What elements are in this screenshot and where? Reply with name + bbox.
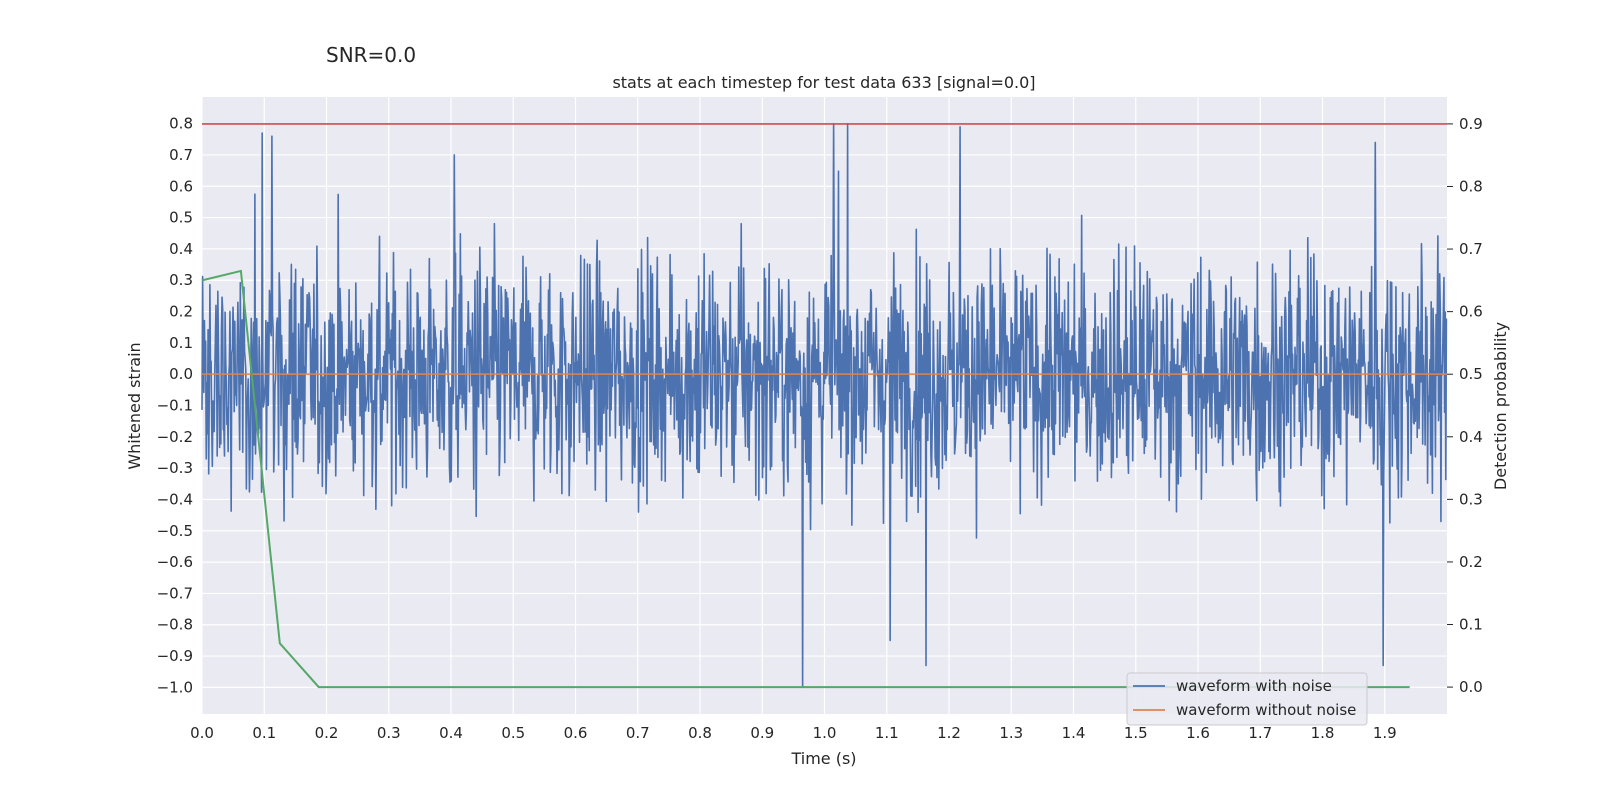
x-tick-label: 0.9 <box>750 724 774 742</box>
x-tick-label: 0.6 <box>564 724 588 742</box>
y-right-tick-label: 0.6 <box>1459 303 1483 321</box>
y-right-tick-label: 0.0 <box>1459 678 1483 696</box>
y-right-axis-ticks: 0.9 0.8 0.7 0.6 0.5 0.4 0.3 0.2 0.1 0.0 <box>1447 115 1483 696</box>
y-left-axis-ticks: 0.8 0.7 0.6 0.5 0.4 0.3 0.2 0.1 0.0 −0.1 −0.2 −0.3 −… <box>157 115 193 697</box>
x-tick-label: 1.0 <box>813 724 837 742</box>
legend-label-clean: waveform without noise <box>1176 701 1356 719</box>
y-left-tick-label: 0.7 <box>169 146 193 164</box>
legend: waveform with noise waveform without noi… <box>1127 673 1367 725</box>
y-right-tick-label: 0.9 <box>1459 115 1483 133</box>
y-left-tick-label: −1.0 <box>157 678 193 696</box>
x-tick-label: 0.8 <box>688 724 712 742</box>
y-left-tick-label: −0.8 <box>157 616 193 634</box>
y-left-tick-label: 0.0 <box>169 365 193 383</box>
figure: SNR=0.0 stats at each timestep for test … <box>0 0 1600 800</box>
y-left-tick-label: −0.5 <box>157 522 193 540</box>
y-left-tick-label: −0.6 <box>157 553 193 571</box>
x-tick-label: 0.4 <box>439 724 463 742</box>
x-tick-label: 1.8 <box>1311 724 1335 742</box>
legend-label-noise: waveform with noise <box>1176 677 1332 695</box>
y-right-tick-label: 0.2 <box>1459 553 1483 571</box>
y-left-tick-label: −0.7 <box>157 584 193 602</box>
y-left-tick-label: −0.2 <box>157 428 193 446</box>
y-right-tick-label: 0.5 <box>1459 365 1483 383</box>
y-left-tick-label: −0.9 <box>157 647 193 665</box>
y-left-tick-label: 0.1 <box>169 334 193 352</box>
x-tick-label: 0.2 <box>315 724 339 742</box>
x-tick-label: 0.3 <box>377 724 401 742</box>
y-left-tick-label: 0.2 <box>169 303 193 321</box>
figure-suptitle: SNR=0.0 <box>326 43 416 67</box>
y-left-tick-label: 0.4 <box>169 240 193 258</box>
x-tick-label: 1.4 <box>1062 724 1086 742</box>
y-left-tick-label: 0.8 <box>169 115 193 133</box>
y-left-tick-label: −0.4 <box>157 490 193 508</box>
y-right-axis-label: Detection probability <box>1491 322 1510 490</box>
y-left-tick-label: −0.3 <box>157 459 193 477</box>
x-tick-label: 0.1 <box>252 724 276 742</box>
y-right-tick-label: 0.8 <box>1459 177 1483 195</box>
y-left-axis-label: Whitened strain <box>125 342 144 469</box>
y-left-tick-label: −0.1 <box>157 397 193 415</box>
x-tick-label: 1.5 <box>1124 724 1148 742</box>
y-left-tick-label: 0.6 <box>169 177 193 195</box>
x-axis-ticks: 0.0 0.1 0.2 0.3 0.4 0.5 0.6 0.7 0.8 0.9 1.0 1.1 1.2 1… <box>190 724 1397 742</box>
y-right-tick-label: 0.4 <box>1459 428 1483 446</box>
chart-title: stats at each timestep for test data 633… <box>612 73 1035 92</box>
y-left-tick-label: 0.5 <box>169 209 193 227</box>
x-tick-label: 0.5 <box>501 724 525 742</box>
y-left-tick-label: 0.3 <box>169 271 193 289</box>
x-tick-label: 1.9 <box>1373 724 1397 742</box>
y-right-tick-label: 0.3 <box>1459 490 1483 508</box>
x-tick-label: 1.6 <box>1186 724 1210 742</box>
x-tick-label: 1.7 <box>1248 724 1272 742</box>
x-tick-label: 1.1 <box>875 724 899 742</box>
x-tick-label: 1.2 <box>937 724 961 742</box>
x-tick-label: 0.7 <box>626 724 650 742</box>
x-tick-label: 1.3 <box>999 724 1023 742</box>
x-tick-label: 0.0 <box>190 724 214 742</box>
x-axis-label: Time (s) <box>790 749 856 768</box>
y-right-tick-label: 0.1 <box>1459 616 1483 634</box>
y-right-tick-label: 0.7 <box>1459 240 1483 258</box>
